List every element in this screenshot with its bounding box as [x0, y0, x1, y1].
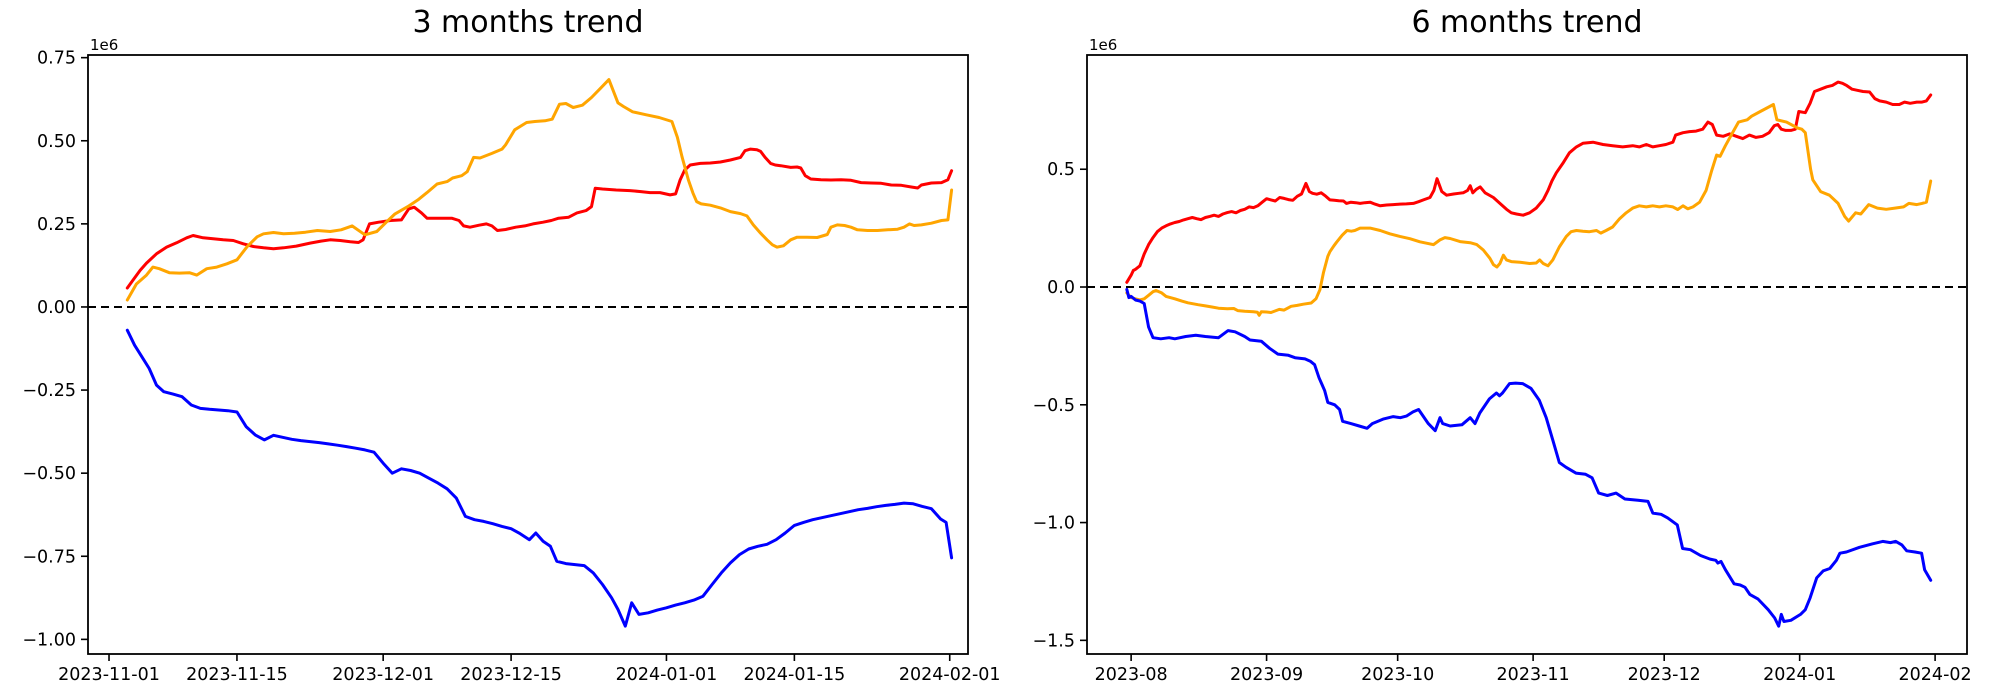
x-tick-label: 2023-12-15 [460, 665, 562, 685]
y-tick-label: −1.00 [22, 630, 76, 650]
x-tick-label: 2023-12-01 [332, 665, 434, 685]
y-tick-label: −1.0 [1033, 514, 1076, 534]
x-tick-label: 2024-01-15 [744, 665, 846, 685]
chart-title-3-months-trend: 3 months trend [412, 5, 644, 40]
chart-1: 2023-08 2023-09 2023-10 2023-11 2023-12 2024-… [1033, 54, 1972, 685]
series-line-blue [125, 328, 954, 628]
chart-title-6-months-trend: 6 months trend [1411, 5, 1643, 40]
y-axis-offset-label-left: 1e6 [90, 36, 119, 54]
y-tick-label: −0.50 [22, 464, 76, 484]
y-tick-label: −0.75 [22, 547, 76, 567]
y-tick-label: 0.00 [37, 298, 76, 318]
y-tick-label: 0.50 [37, 132, 76, 152]
x-tick-label: 2024-02-01 [899, 665, 1001, 685]
series-line-red [1125, 80, 1933, 284]
y-axis-offset-label-right: 1e6 [1089, 36, 1118, 54]
x-tick-label: 2024-01 [1763, 665, 1836, 685]
series-line-blue [1125, 287, 1933, 628]
y-tick-label: −1.5 [1033, 631, 1076, 651]
x-tick-label: 2023-09 [1230, 665, 1303, 685]
series-line-orange [1125, 103, 1933, 317]
y-tick-label: −0.25 [22, 381, 76, 401]
y-tick-label: 0.5 [1047, 160, 1075, 180]
plot-frame [87, 54, 969, 655]
x-tick-label: 2023-10 [1361, 665, 1434, 685]
series-line-red [125, 147, 954, 290]
series-line-orange [125, 78, 954, 302]
chart-0: 2023-11-01 2023-11-15 2023-12-01 2023-12-15… [22, 49, 1000, 685]
y-tick-label: 0.25 [37, 215, 76, 235]
x-tick-label: 2023-11-15 [186, 665, 288, 685]
x-tick-label: 2023-08 [1095, 665, 1168, 685]
x-tick-label: 2023-11-01 [58, 665, 160, 685]
y-tick-label: 0.0 [1047, 278, 1075, 298]
x-tick-label: 2024-02 [1899, 665, 1972, 685]
x-tick-label: 2024-01-01 [616, 665, 718, 685]
x-tick-label: 2023-11 [1497, 665, 1570, 685]
x-tick-label: 2023-12 [1628, 665, 1701, 685]
y-tick-label: 0.75 [37, 49, 76, 69]
y-tick-label: −0.5 [1033, 396, 1076, 416]
plot-frame [1086, 54, 1968, 655]
